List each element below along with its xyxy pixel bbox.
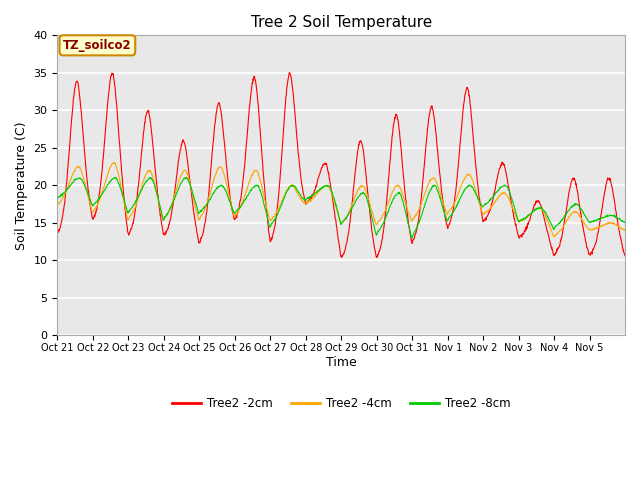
Title: Tree 2 Soil Temperature: Tree 2 Soil Temperature xyxy=(251,15,432,30)
Line: Tree2 -8cm: Tree2 -8cm xyxy=(58,177,625,239)
Y-axis label: Soil Temperature (C): Soil Temperature (C) xyxy=(15,121,28,250)
Tree2 -8cm xyxy=(621,219,629,225)
Legend: Tree2 -2cm, Tree2 -4cm, Tree2 -8cm: Tree2 -2cm, Tree2 -4cm, Tree2 -8cm xyxy=(167,392,515,415)
Tree2 -4cm xyxy=(327,188,335,193)
Text: TZ_soilco2: TZ_soilco2 xyxy=(63,39,132,52)
Tree2 -4cm xyxy=(143,170,150,176)
Line: Tree2 -4cm: Tree2 -4cm xyxy=(58,163,625,237)
Tree2 -8cm xyxy=(559,216,566,222)
Tree2 -2cm xyxy=(559,228,566,234)
Tree2 -8cm xyxy=(476,199,484,205)
Tree2 -4cm xyxy=(476,201,483,206)
Tree2 -8cm xyxy=(112,174,120,180)
Line: Tree2 -2cm: Tree2 -2cm xyxy=(58,72,625,257)
Tree2 -2cm xyxy=(373,254,381,260)
Tree2 -4cm xyxy=(559,224,566,230)
Tree2 -2cm xyxy=(285,70,293,75)
Tree2 -8cm xyxy=(316,187,324,192)
Tree2 -8cm xyxy=(408,236,415,241)
Tree2 -8cm xyxy=(327,186,335,192)
Tree2 -8cm xyxy=(143,178,150,184)
Tree2 -2cm xyxy=(327,184,335,190)
Tree2 -2cm xyxy=(54,229,61,235)
Tree2 -4cm xyxy=(110,160,118,166)
X-axis label: Time: Time xyxy=(326,356,356,369)
Tree2 -4cm xyxy=(551,234,559,240)
Tree2 -8cm xyxy=(614,216,622,222)
Tree2 -2cm xyxy=(476,196,484,202)
Tree2 -4cm xyxy=(621,227,629,233)
Tree2 -4cm xyxy=(316,187,324,193)
Tree2 -8cm xyxy=(54,195,61,201)
Tree2 -2cm xyxy=(142,112,150,118)
Tree2 -2cm xyxy=(621,252,629,258)
Tree2 -4cm xyxy=(54,202,61,208)
Tree2 -4cm xyxy=(614,223,622,229)
Tree2 -2cm xyxy=(614,224,622,229)
Tree2 -2cm xyxy=(316,171,324,177)
